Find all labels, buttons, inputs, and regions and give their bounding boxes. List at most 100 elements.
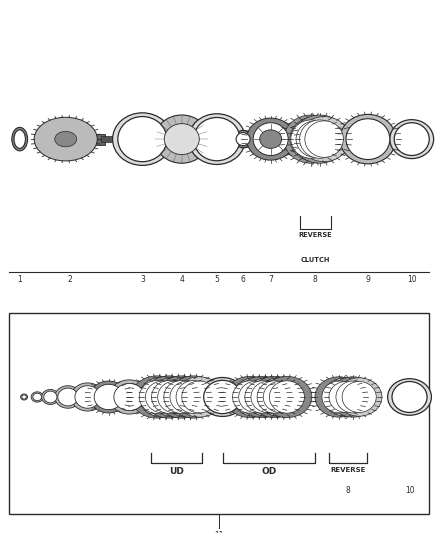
Ellipse shape (168, 376, 219, 418)
Ellipse shape (336, 381, 370, 413)
Ellipse shape (204, 381, 241, 414)
Ellipse shape (75, 386, 100, 408)
Ellipse shape (257, 377, 304, 417)
Text: OD: OD (261, 467, 276, 477)
Ellipse shape (245, 381, 280, 413)
Ellipse shape (262, 376, 312, 418)
Ellipse shape (342, 382, 376, 413)
Bar (44, 134, 105, 144)
Ellipse shape (90, 381, 127, 413)
Ellipse shape (340, 115, 396, 164)
Ellipse shape (145, 381, 180, 413)
Ellipse shape (225, 376, 275, 418)
Text: REVERSE: REVERSE (299, 232, 332, 238)
Ellipse shape (346, 119, 390, 159)
Ellipse shape (245, 377, 292, 417)
Ellipse shape (164, 124, 199, 155)
Ellipse shape (237, 376, 287, 418)
Ellipse shape (58, 388, 78, 406)
Ellipse shape (12, 127, 28, 151)
Ellipse shape (269, 381, 304, 413)
Ellipse shape (114, 383, 145, 410)
Ellipse shape (188, 114, 245, 165)
Ellipse shape (260, 130, 282, 148)
Ellipse shape (21, 394, 28, 400)
Text: REVERSE: REVERSE (331, 467, 366, 473)
Ellipse shape (329, 377, 377, 417)
Ellipse shape (33, 393, 42, 401)
Text: UD: UD (170, 467, 184, 477)
Ellipse shape (182, 381, 217, 413)
Text: 7: 7 (268, 275, 273, 284)
Text: 8: 8 (346, 486, 350, 495)
Text: 10: 10 (405, 486, 414, 495)
Ellipse shape (144, 376, 194, 418)
Ellipse shape (94, 384, 123, 410)
Text: 8: 8 (313, 275, 318, 284)
Ellipse shape (34, 117, 97, 161)
Ellipse shape (170, 381, 205, 413)
Ellipse shape (113, 113, 172, 165)
Text: 6: 6 (240, 275, 246, 284)
Ellipse shape (109, 380, 149, 414)
Ellipse shape (388, 378, 431, 415)
Ellipse shape (151, 377, 199, 417)
Ellipse shape (300, 120, 340, 158)
Ellipse shape (236, 133, 250, 146)
Ellipse shape (329, 382, 363, 413)
Ellipse shape (139, 381, 174, 414)
Ellipse shape (14, 130, 25, 148)
Ellipse shape (42, 390, 59, 405)
Ellipse shape (257, 381, 292, 413)
Ellipse shape (164, 381, 199, 414)
Ellipse shape (284, 115, 338, 163)
Ellipse shape (155, 115, 209, 163)
Ellipse shape (293, 115, 347, 163)
Ellipse shape (250, 376, 300, 418)
Ellipse shape (139, 377, 187, 417)
Ellipse shape (158, 381, 193, 413)
Ellipse shape (233, 377, 280, 417)
Ellipse shape (305, 121, 343, 157)
Ellipse shape (394, 123, 429, 156)
Ellipse shape (163, 377, 212, 417)
Ellipse shape (22, 395, 26, 399)
Ellipse shape (55, 132, 77, 147)
Ellipse shape (323, 378, 369, 416)
Text: 4: 4 (179, 275, 184, 284)
Ellipse shape (194, 117, 240, 161)
Text: 1: 1 (18, 275, 22, 284)
Text: CLUTCH: CLUTCH (300, 256, 330, 263)
Ellipse shape (239, 381, 274, 413)
Ellipse shape (55, 386, 81, 408)
Text: 9: 9 (365, 275, 371, 284)
Ellipse shape (291, 120, 331, 158)
Ellipse shape (71, 383, 104, 411)
Ellipse shape (322, 381, 356, 413)
Ellipse shape (233, 381, 268, 413)
Ellipse shape (263, 381, 298, 413)
Ellipse shape (296, 121, 335, 157)
Ellipse shape (390, 119, 434, 159)
Ellipse shape (247, 118, 295, 160)
Text: 5: 5 (214, 275, 219, 284)
Bar (101, 136, 114, 142)
Ellipse shape (176, 381, 211, 414)
Ellipse shape (131, 376, 182, 418)
Ellipse shape (299, 117, 350, 161)
Ellipse shape (251, 381, 286, 413)
Text: 11: 11 (214, 531, 224, 533)
Ellipse shape (31, 392, 43, 402)
Ellipse shape (315, 377, 363, 417)
Ellipse shape (199, 377, 246, 416)
Ellipse shape (44, 391, 57, 403)
Ellipse shape (336, 378, 382, 416)
Ellipse shape (175, 377, 223, 417)
Ellipse shape (253, 123, 288, 156)
Bar (9, 312, 429, 514)
Ellipse shape (392, 382, 427, 413)
Text: 3: 3 (140, 275, 145, 284)
Text: 10: 10 (407, 275, 417, 284)
Ellipse shape (118, 117, 167, 161)
Ellipse shape (233, 131, 253, 148)
